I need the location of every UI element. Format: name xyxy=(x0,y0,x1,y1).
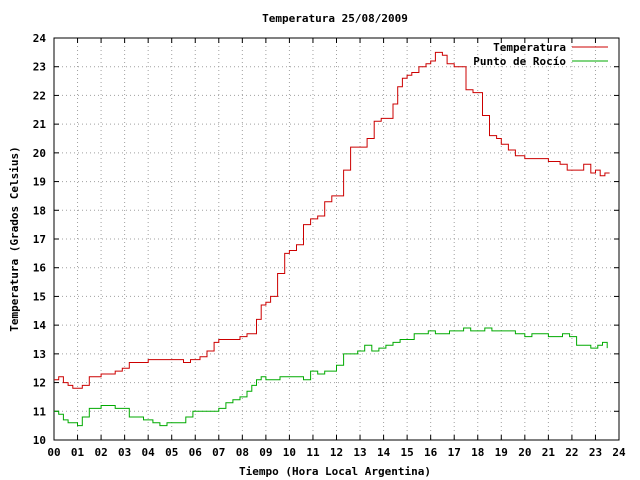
axis-ticks: 00 01 02 03 04 05 06 07 08 09 10 11 12 13 14 15 16 17 18 19… xyxy=(33,32,626,459)
x-tick-label: 08 xyxy=(236,446,249,459)
x-tick-label: 00 xyxy=(47,446,60,459)
x-tick-label: 24 xyxy=(612,446,626,459)
y-tick-label: 10 xyxy=(33,434,46,447)
y-tick-label: 21 xyxy=(33,118,47,131)
y-tick-label: 24 xyxy=(33,32,47,45)
x-tick-label: 06 xyxy=(189,446,203,459)
x-tick-label: 03 xyxy=(118,446,131,459)
y-tick-label: 20 xyxy=(33,147,46,160)
series-line-punto-de-roc-o xyxy=(54,327,608,427)
x-tick-label: 17 xyxy=(448,446,461,459)
x-tick-label: 13 xyxy=(353,446,366,459)
x-tick-label: 09 xyxy=(259,446,272,459)
y-tick-label: 15 xyxy=(33,290,46,303)
grid xyxy=(54,38,619,440)
x-axis-label: Tiempo (Hora Local Argentina) xyxy=(239,465,431,478)
y-tick-label: 18 xyxy=(33,204,46,217)
y-tick-label: 22 xyxy=(33,89,46,102)
x-tick-label: 18 xyxy=(471,446,484,459)
y-tick-label: 16 xyxy=(33,262,47,275)
x-tick-label: 11 xyxy=(306,446,320,459)
x-tick-label: 07 xyxy=(212,446,225,459)
legend-label-punto-de-roc-o: Punto de Rocío xyxy=(473,55,566,68)
x-tick-label: 20 xyxy=(518,446,531,459)
x-tick-label: 16 xyxy=(424,446,438,459)
legend-label-temperatura: Temperatura xyxy=(493,41,566,54)
x-tick-label: 05 xyxy=(165,446,178,459)
x-tick-label: 01 xyxy=(71,446,85,459)
x-tick-label: 10 xyxy=(283,446,296,459)
x-tick-label: 04 xyxy=(142,446,156,459)
y-tick-label: 14 xyxy=(33,319,47,332)
chart-title: Temperatura 25/08/2009 xyxy=(262,12,408,25)
y-axis-label: Temperatura (Grados Celsius) xyxy=(8,146,21,331)
series-line-temperatura xyxy=(54,51,610,389)
y-tick-label: 12 xyxy=(33,377,46,390)
y-tick-label: 19 xyxy=(33,176,46,189)
series-group xyxy=(54,51,610,427)
x-tick-label: 15 xyxy=(401,446,414,459)
y-tick-label: 11 xyxy=(33,405,47,418)
x-tick-label: 19 xyxy=(495,446,508,459)
x-tick-label: 02 xyxy=(94,446,107,459)
x-tick-label: 14 xyxy=(377,446,391,459)
x-tick-label: 21 xyxy=(542,446,556,459)
y-tick-label: 23 xyxy=(33,61,46,74)
x-tick-label: 22 xyxy=(565,446,578,459)
x-tick-label: 23 xyxy=(589,446,602,459)
x-tick-label: 12 xyxy=(330,446,343,459)
y-tick-label: 13 xyxy=(33,348,46,361)
y-tick-label: 17 xyxy=(33,233,46,246)
